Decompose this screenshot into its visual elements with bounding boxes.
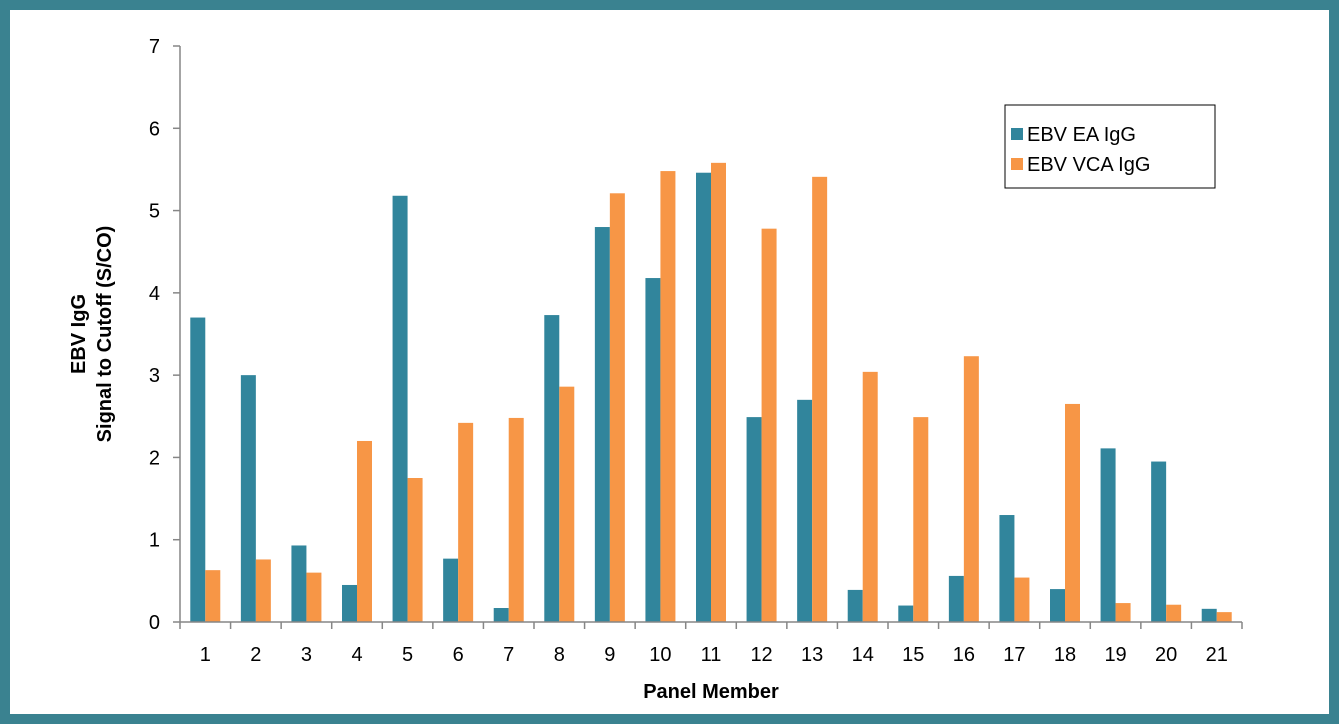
x-tick-label: 15 — [902, 644, 924, 666]
bar-ebv-vca-igg — [609, 193, 625, 622]
x-tick-label: 2 — [250, 644, 261, 666]
legend: EBV EA IgG EBV VCA IgG — [1004, 104, 1216, 189]
bar-ebv-vca-igg — [306, 572, 322, 622]
legend-swatch-ea — [1011, 128, 1023, 140]
y-tick-label: 2 — [149, 447, 160, 469]
bar-ebv-vca-igg — [407, 478, 423, 622]
bar-ebv-ea-igg — [1050, 589, 1065, 622]
bar-ebv-ea-igg — [342, 584, 357, 622]
legend-box — [1004, 104, 1216, 189]
x-tick-label: 13 — [801, 644, 823, 666]
bar-ebv-ea-igg — [1100, 448, 1116, 622]
bar-ebv-vca-igg — [255, 559, 271, 622]
x-tick-label: 20 — [1155, 644, 1177, 666]
bar-ebv-vca-igg — [711, 162, 726, 623]
y-axis-title-line-2: Signal to Cutoff (S/CO) — [94, 226, 116, 443]
bar-ebv-vca-igg — [761, 228, 777, 622]
bar-ebv-ea-igg — [898, 605, 914, 622]
bar-ebv-ea-igg — [746, 417, 762, 622]
bar-ebv-ea-igg — [645, 278, 661, 622]
bar-ebv-vca-igg — [1216, 612, 1232, 622]
bar-ebv-vca-igg — [660, 171, 676, 622]
y-tick-label: 0 — [149, 612, 160, 634]
bar-ebv-ea-igg — [797, 399, 813, 622]
x-tick-label: 12 — [750, 644, 772, 666]
bar-ebv-vca-igg — [1115, 603, 1131, 622]
legend-label-ea: EBV EA IgG — [1027, 124, 1136, 146]
bar-ebv-vca-igg — [1166, 604, 1182, 622]
bar-ebv-ea-igg — [948, 575, 964, 622]
bar-ebv-ea-igg — [544, 315, 560, 622]
bar-ebv-ea-igg — [1201, 608, 1217, 622]
x-tick-label: 16 — [953, 644, 975, 666]
x-tick-label: 21 — [1206, 644, 1228, 666]
y-axis-title-line-1: EBV IgG — [68, 294, 90, 374]
bar-ebv-ea-igg — [190, 317, 206, 622]
bar-ebv-vca-igg — [1014, 577, 1030, 622]
bar-ebv-vca-igg — [913, 417, 929, 622]
x-tick-label: 11 — [701, 644, 722, 666]
x-tick-label: 10 — [649, 644, 671, 666]
x-axis-title: Panel Member — [643, 681, 779, 703]
x-tick-label: 14 — [852, 644, 874, 666]
y-tick-label: 4 — [149, 283, 160, 305]
bar-ebv-ea-igg — [493, 608, 509, 622]
bar-ebv-vca-igg — [963, 356, 979, 622]
bar-ebv-ea-igg — [1151, 461, 1167, 622]
x-tick-label: 1 — [200, 644, 211, 666]
x-tick-label: 18 — [1054, 644, 1076, 666]
x-axis-ticks: 1 2 3 4 5 6 7 8 9 10 11 12 13 14 15 16 17 18 19 20 21 — [179, 622, 1243, 666]
legend-label-vca: EBV VCA IgG — [1027, 154, 1150, 176]
bar-ebv-ea-igg — [999, 515, 1015, 622]
y-tick-label: 6 — [149, 118, 160, 140]
bar-ebv-vca-igg — [205, 570, 221, 622]
y-axis-ticks: 0 1 2 3 4 5 6 7 — [149, 36, 180, 634]
bar-ebv-vca-igg — [862, 371, 878, 622]
x-tick-label: 9 — [604, 644, 615, 666]
bar-ebv-ea-igg — [696, 172, 711, 622]
y-tick-label: 7 — [149, 36, 160, 58]
bar-ebv-ea-igg — [443, 558, 459, 622]
y-tick-label: 1 — [149, 530, 160, 552]
x-tick-label: 4 — [351, 644, 362, 666]
bar-ebv-vca-igg — [812, 176, 828, 622]
x-tick-label: 7 — [503, 644, 514, 666]
x-tick-label: 6 — [453, 644, 464, 666]
bar-ebv-ea-igg — [847, 589, 863, 622]
x-tick-label: 5 — [402, 644, 413, 666]
bar-ebv-ea-igg — [291, 545, 307, 622]
bars — [190, 162, 1232, 623]
bar-ebv-ea-igg — [240, 375, 256, 622]
bar-ebv-ea-igg — [594, 227, 610, 622]
x-tick-label: 19 — [1104, 644, 1126, 666]
y-tick-label: 5 — [149, 201, 160, 223]
x-tick-label: 3 — [301, 644, 312, 666]
legend-swatch-vca — [1011, 158, 1023, 170]
x-tick-label: 17 — [1003, 644, 1025, 666]
bar-ebv-vca-igg — [1065, 403, 1080, 622]
y-tick-label: 3 — [149, 365, 160, 387]
x-tick-label: 8 — [554, 644, 565, 666]
bar-ebv-vca-igg — [559, 386, 575, 622]
bar-ebv-ea-igg — [392, 195, 408, 622]
bar-ebv-vca-igg — [458, 422, 474, 622]
bar-ebv-vca-igg — [508, 417, 524, 622]
bar-ebv-vca-igg — [357, 440, 372, 622]
